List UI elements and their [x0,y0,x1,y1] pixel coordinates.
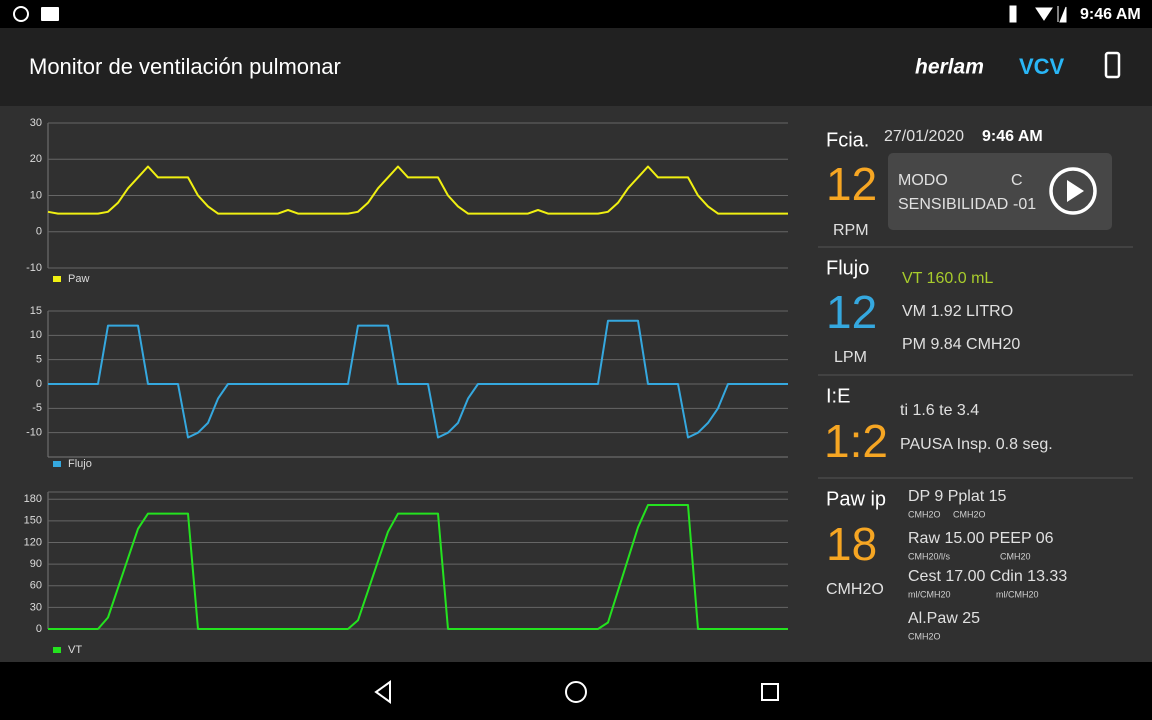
y-tick-label: 30 [30,117,42,129]
value: 12 [826,286,877,338]
y-tick-label: 0 [36,378,42,390]
status-bar [0,0,1152,28]
unit: RPM [833,222,869,239]
y-tick-label: 20 [30,153,42,165]
y-tick-label: 120 [24,536,42,548]
date: 27/01/2020 [884,128,964,145]
sens-value: -01 [1013,196,1036,213]
mode-box [888,153,1112,230]
y-tick-label: -10 [26,262,42,274]
label: Fcia. [826,129,869,151]
y-tick-label: 150 [24,515,42,527]
y-tick-label: 30 [30,601,42,613]
legend-swatch [53,647,61,653]
param-unit: CMH2O [953,509,986,519]
legend-swatch [53,276,61,282]
param-unit: ml/CMH20 [908,589,951,599]
app-title: Monitor de ventilación pulmonar [29,54,341,79]
y-tick-label: 10 [30,329,42,341]
side-panel: Fcia. 27/01/2020 9:46 AM 12 RPM MODO C S… [818,128,1133,641]
unit: LPM [834,349,867,366]
value: 12 [826,158,877,210]
times: ti 1.6 te 3.4 [900,402,979,419]
y-tick-label: 0 [36,623,42,635]
unit: CMH2O [826,581,884,598]
y-tick-label: -10 [26,427,42,439]
device-button[interactable] [1104,51,1121,79]
value: 18 [826,518,877,570]
param-unit: CMH2O [908,509,941,519]
sens-label: SENSIBILIDAD [898,196,1008,213]
waveform [48,319,788,439]
legend-swatch [53,461,61,467]
y-tick-label: 10 [30,189,42,201]
nav-back[interactable] [374,680,391,704]
status-icons [1009,5,1067,23]
y-tick-label: 5 [36,354,42,366]
y-tick-label: 90 [30,558,42,570]
param-unit: ml/CMH20 [996,589,1039,599]
y-tick-label: 60 [30,580,42,592]
vt: VT 160.0 mL [902,270,993,287]
time: 9:46 AM [982,128,1043,145]
y-tick-label: 180 [24,493,42,505]
param: DP 9 Pplat 15 [908,488,1007,505]
legend-label: VT [68,644,82,656]
param: Raw 15.00 PEEP 06 [908,530,1054,547]
pm: PM 9.84 CMH20 [902,336,1020,353]
param-unit: CMH20/l/s [908,551,951,561]
label: I:E [826,385,850,407]
charts: -10 0 10 20 30 Paw -10 -5 0 5 10 15 Flujo 0 30 60 90 120 1… [24,117,788,656]
chrome-icon [13,6,29,22]
mode-value: C [1011,172,1023,189]
waveform [47,165,788,215]
nav-bar [0,662,1152,720]
app-bar [0,28,1152,106]
play-icon [1067,180,1084,202]
pause: PAUSA Insp. 0.8 seg. [900,436,1053,453]
param-unit: CMH2O [908,631,941,641]
brand: herlam [915,56,984,79]
mail-icon [41,7,59,21]
waveform [48,504,788,630]
label: Paw ip [826,488,886,510]
legend-label: Flujo [68,458,92,470]
clock: 9:46 AM [1080,6,1141,23]
param: Cest 17.00 Cdin 13.33 [908,568,1067,585]
label: Flujo [826,257,869,279]
param-unit: CMH20 [1000,551,1031,561]
vm: VM 1.92 LITRO [902,303,1013,320]
play-button[interactable] [1049,167,1097,215]
nav-home[interactable] [565,681,587,703]
y-tick-label: 0 [36,226,42,238]
nav-recent[interactable] [761,683,779,701]
value: 1:2 [824,415,888,467]
y-tick-label: -5 [32,402,42,414]
y-tick-label: 15 [30,305,42,317]
mode: VCV [1019,54,1065,79]
legend-label: Paw [68,273,89,285]
param: Al.Paw 25 [908,610,980,627]
mode-label: MODO [898,172,948,189]
